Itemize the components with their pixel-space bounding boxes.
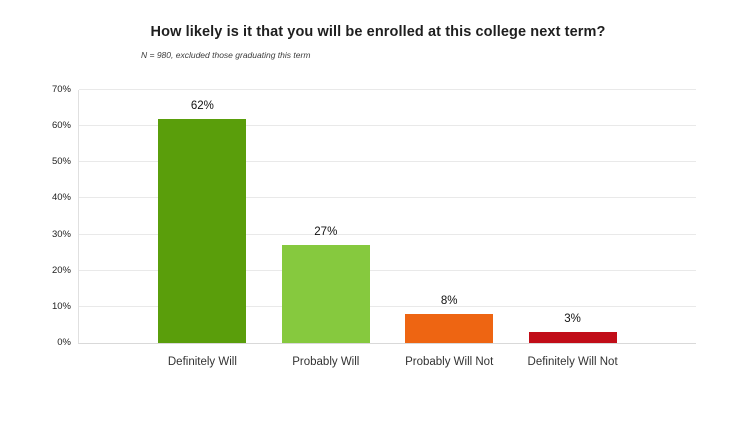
bar-value-label: 3%	[564, 313, 581, 325]
y-axis-tick-label: 70%	[51, 84, 71, 95]
gridline-40%	[79, 197, 696, 199]
bar-probably-will	[281, 245, 370, 343]
gridline-70%	[79, 89, 696, 90]
x-axis-category-label: Definitely Will Not	[527, 356, 618, 368]
y-axis-tick-label: 50%	[51, 156, 71, 168]
bar-definitely-will	[158, 119, 247, 343]
y-axis-tick-label: 40%	[51, 192, 71, 204]
y-axis-tick-label: 30%	[51, 228, 71, 240]
plot-area: 0% 10% 20% 30% 40% 50% 60% 70% 62% Definitely Wil…	[52, 85, 696, 368]
bar-value-label: 27%	[314, 226, 338, 238]
bar-probably-will-not	[405, 314, 494, 343]
y-axis-tick-label: 10%	[51, 300, 71, 312]
gridline-10%	[79, 305, 696, 307]
y-axis-tick-label: 0%	[57, 337, 71, 348]
x-axis-category-label: Probably Will	[292, 356, 360, 368]
x-axis-category-label: Definitely Will	[167, 356, 237, 368]
bar-definitely-will-not	[528, 332, 617, 343]
x-axis-category-label: Probably Will Not	[405, 356, 494, 368]
gridline-50%	[79, 161, 696, 163]
bar-value-label: 8%	[440, 295, 458, 307]
chart-title: How likely is it that you will be enroll…	[150, 24, 606, 40]
bar-value-label: 62%	[190, 100, 214, 112]
gridline-20%	[79, 269, 696, 271]
gridline-30%	[79, 233, 696, 235]
chart-subtitle: N = 980, excluded those graduating this …	[141, 50, 311, 60]
y-axis-tick-label: 20%	[51, 264, 71, 276]
y-axis-tick-label: 60%	[51, 120, 71, 132]
gridline-60%	[79, 125, 696, 127]
